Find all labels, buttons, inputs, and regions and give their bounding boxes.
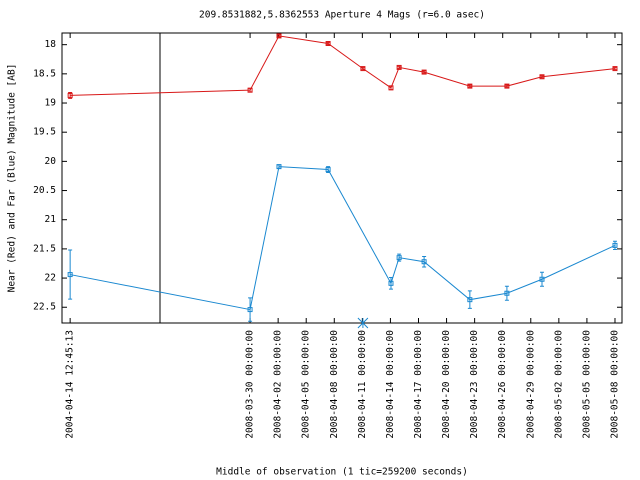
error-bar	[467, 290, 472, 309]
point	[67, 92, 73, 98]
y-tick-label: 21	[45, 214, 57, 225]
error-bar	[388, 276, 393, 290]
series-line	[70, 35, 616, 96]
y-tick-label: 22	[45, 273, 56, 284]
x-tick-label: 2004-04-14 12:45:13	[65, 330, 76, 439]
x-tick-label: 2008-05-08 00:00:00	[609, 330, 620, 439]
y-tick-label: 22.5	[33, 302, 56, 313]
error-bar	[360, 66, 365, 71]
error-bar	[467, 84, 472, 88]
star-marker	[357, 317, 369, 329]
y-tick-label: 18	[45, 39, 57, 50]
x-tick-label: 2008-03-30 00:00:00	[245, 330, 256, 439]
error-bar	[397, 65, 402, 70]
point	[67, 272, 73, 278]
y-tick-label: 19.5	[33, 127, 56, 138]
chart-title: 209.8531882,5.8362553 Aperture 4 Mags (r…	[199, 10, 485, 21]
x-tick-label: 2008-04-20 00:00:00	[441, 330, 452, 439]
point	[421, 69, 427, 75]
point	[539, 276, 545, 282]
x-tick-label: 2008-04-17 00:00:00	[413, 330, 424, 439]
x-tick-label: 2008-04-14 00:00:00	[385, 330, 396, 439]
error-bar	[504, 285, 509, 301]
y-axis-label: Near (Red) and Far (Blue) Magnitude [AB]	[7, 64, 18, 293]
point	[276, 164, 282, 170]
point	[325, 167, 331, 173]
point	[388, 85, 394, 91]
error-bar	[276, 34, 281, 38]
error-bar	[68, 249, 73, 300]
point	[247, 307, 253, 313]
x-tick-label: 2008-05-02 00:00:00	[553, 330, 564, 439]
point	[467, 297, 473, 303]
point	[421, 259, 427, 265]
point	[247, 87, 253, 93]
x-tick-label: 2008-04-26 00:00:00	[497, 330, 508, 439]
point	[539, 74, 545, 80]
series-line	[70, 166, 616, 311]
y-tick-label: 21.5	[33, 243, 56, 254]
error-bar	[422, 255, 427, 268]
point	[276, 33, 282, 39]
x-tick-label: 2008-04-29 00:00:00	[525, 330, 536, 439]
x-tick-label: 2008-04-11 00:00:00	[357, 330, 368, 439]
y-tick-label: 20.5	[33, 185, 56, 196]
x-axis-label: Middle of observation (1 tic=259200 seco…	[216, 467, 468, 478]
error-bar	[326, 41, 331, 46]
point	[396, 255, 402, 261]
point	[612, 242, 618, 248]
point	[504, 290, 510, 296]
error-bar	[612, 240, 617, 250]
point	[396, 64, 402, 70]
y-tick-label: 18.5	[33, 68, 56, 79]
error-bar	[422, 70, 427, 74]
point	[504, 83, 510, 89]
y-tick-label: 19	[45, 98, 57, 109]
point	[467, 83, 473, 89]
error-bar	[248, 297, 253, 322]
error-bar	[612, 66, 617, 71]
error-bar	[540, 75, 544, 79]
x-tick-label: 2008-05-05 00:00:00	[581, 330, 592, 439]
y-tick-label: 20	[45, 156, 57, 167]
x-tick-label: 2008-04-23 00:00:00	[469, 330, 480, 439]
plot-frame	[61, 32, 623, 324]
point	[360, 66, 366, 72]
error-bar	[504, 84, 509, 88]
error-bar	[540, 271, 544, 287]
x-tick-label: 2008-04-08 00:00:00	[329, 330, 340, 439]
x-tick-label: 2008-04-02 00:00:00	[273, 330, 284, 439]
point	[612, 66, 618, 72]
point	[388, 280, 394, 286]
point	[325, 41, 331, 47]
x-tick-label: 2008-04-05 00:00:00	[301, 330, 312, 439]
